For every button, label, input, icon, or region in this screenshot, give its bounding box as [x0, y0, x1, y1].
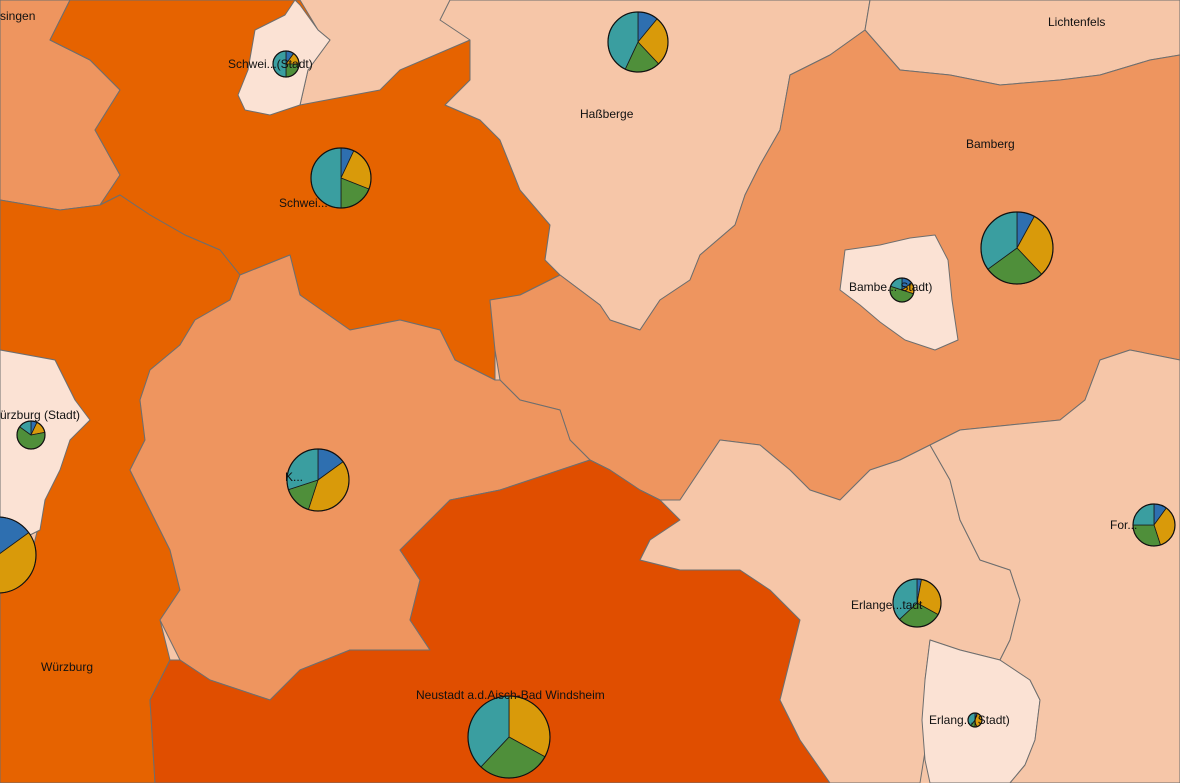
label-bamberg: Bamberg: [966, 137, 1015, 151]
pie-outline: [967, 712, 983, 728]
label-kitzingen: K...: [285, 470, 303, 484]
label-lichtenfels: Lichtenfels: [1048, 15, 1105, 29]
pie-hassberge[interactable]: [607, 11, 669, 73]
label-top-left: singen: [0, 9, 35, 23]
label-wuerzburg-stadt: ürzburg (Stadt): [0, 408, 80, 422]
pie-outline: [1132, 503, 1176, 547]
pie-neustadt[interactable]: [467, 695, 551, 779]
pie-schweinfurt-stadt[interactable]: [272, 50, 300, 78]
label-hassberge: Haßberge: [580, 107, 634, 121]
pie-wuerzburg[interactable]: [0, 516, 37, 594]
pie-outline: [980, 211, 1054, 285]
label-schweinfurt-stadt: Schwei...(Stadt): [228, 57, 313, 71]
pie-outline: [467, 695, 551, 779]
pie-outline: [310, 147, 372, 209]
pie-outline: [889, 277, 915, 303]
pie-erlangen-stadt[interactable]: [967, 712, 983, 728]
pie-outline: [272, 50, 300, 78]
label-forchheim: For...: [1110, 518, 1137, 532]
label-wuerzburg: Würzburg: [41, 660, 93, 674]
pie-kitzingen[interactable]: [286, 448, 350, 512]
pie-wuerzburg-stadt[interactable]: [16, 420, 46, 450]
label-erlangen-hoechstadt: Erlange...tadt: [851, 598, 923, 612]
pie-outline: [892, 578, 942, 628]
region-forchheim[interactable]: [929, 349, 1180, 783]
pie-forchheim[interactable]: [1132, 503, 1176, 547]
label-bamberg-stadt: Bambe... Stadt): [849, 280, 932, 294]
label-erlangen-stadt: Erlang...(Stadt): [929, 713, 1010, 727]
pie-outline: [16, 420, 46, 450]
pie-bamberg[interactable]: [980, 211, 1054, 285]
pie-schweinfurt[interactable]: [310, 147, 372, 209]
pie-outline: [286, 448, 350, 512]
pie-outline: [0, 516, 37, 594]
label-neustadt: Neustadt a.d.Aisch-Bad Windsheim: [416, 688, 605, 702]
pie-outline: [607, 11, 669, 73]
label-schweinfurt: Schwei...: [279, 196, 328, 210]
pie-erlangen-hoechstadt[interactable]: [892, 578, 942, 628]
pie-bamberg-stadt[interactable]: [889, 277, 915, 303]
